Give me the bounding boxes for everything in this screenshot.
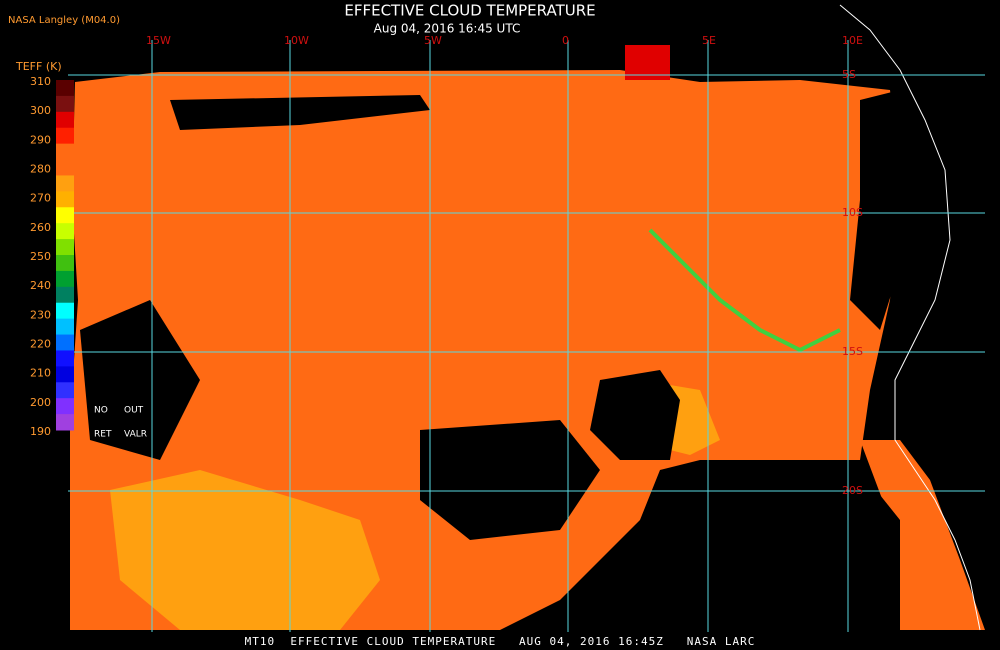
legend-swatch xyxy=(56,255,74,272)
legend-tick-label: 190 xyxy=(30,425,51,438)
legend-swatch xyxy=(56,175,74,192)
clear-sky xyxy=(170,95,430,130)
legend-swatch xyxy=(56,286,74,304)
cloud-map xyxy=(70,4,985,631)
legend-note: RET xyxy=(94,430,112,440)
warm-cloud xyxy=(110,470,380,630)
lon-label: 0 xyxy=(562,34,569,47)
lon-label: 15W xyxy=(146,34,171,47)
legend-tick-label: 280 xyxy=(30,163,51,176)
legend-tick-label: 270 xyxy=(30,192,51,205)
lat-label: 20S xyxy=(842,484,863,497)
legend-swatch xyxy=(56,270,74,288)
coastal-cloud xyxy=(860,440,985,630)
legend-swatch xyxy=(56,366,74,383)
footer: MT10 EFFECTIVE CLOUD TEMPERATURE AUG 04,… xyxy=(245,635,756,648)
legend-swatch xyxy=(56,80,74,97)
lat-label: 15S xyxy=(842,345,863,358)
hot-pixels xyxy=(625,45,670,80)
legend-swatch xyxy=(56,398,74,415)
title: EFFECTIVE CLOUD TEMPERATURE xyxy=(344,2,595,20)
legend-swatch xyxy=(56,350,74,367)
cloud-field xyxy=(70,70,900,630)
coastline xyxy=(839,4,981,631)
lon-label: 5W xyxy=(424,34,442,47)
legend-tick-label: 220 xyxy=(30,338,51,351)
legend-note: VALR xyxy=(124,430,147,440)
legend-swatch xyxy=(56,143,74,161)
source-label: NASA Langley (M04.0) xyxy=(8,15,120,26)
legend-unit: TEFF (K) xyxy=(15,60,62,73)
legend-tick-label: 200 xyxy=(30,396,51,409)
lat-label: 5S xyxy=(842,68,856,81)
lat-label: 10S xyxy=(842,206,863,219)
legend-swatch xyxy=(56,334,74,351)
legend-tick-label: 240 xyxy=(30,279,51,292)
legend-swatch xyxy=(56,414,74,431)
legend-tick-label: 300 xyxy=(30,104,51,117)
legend-tick-label: 260 xyxy=(30,221,51,234)
legend-note: NO xyxy=(94,406,108,416)
clear-sky xyxy=(660,465,900,630)
legend-swatch xyxy=(56,382,74,399)
legend-swatch xyxy=(56,159,74,176)
clear-sky xyxy=(80,300,200,460)
lon-label: 5E xyxy=(702,34,716,47)
subtitle: Aug 04, 2016 16:45 UTC xyxy=(374,22,521,36)
legend-swatch xyxy=(56,95,74,113)
clear-sky xyxy=(590,370,680,460)
legend-swatch xyxy=(56,191,74,208)
lon-label: 10E xyxy=(842,34,863,47)
legend-bar: 310 300 290 280 270 260 250 240 230 220 210 200 190 xyxy=(30,75,74,438)
clear-sky xyxy=(850,90,905,330)
legend-swatch xyxy=(56,111,74,129)
legend-swatch xyxy=(56,239,74,256)
clear-sky xyxy=(420,420,600,540)
legend-tick-label: 310 xyxy=(30,75,51,88)
legend-tick-label: 290 xyxy=(30,133,51,146)
legend-swatch xyxy=(56,127,74,145)
legend-swatch xyxy=(56,302,74,320)
legend-swatch xyxy=(56,318,74,336)
legend-swatch xyxy=(56,223,74,240)
legend-tick-label: 230 xyxy=(30,308,51,321)
legend-note: OUT xyxy=(124,406,144,416)
legend-swatch xyxy=(56,207,74,224)
legend-tick-label: 250 xyxy=(30,250,51,263)
lon-label: 10W xyxy=(284,34,309,47)
graticule: 15W 10W 5W 0 5E 10E 5S 10S 15S 20S xyxy=(68,34,985,632)
legend-tick-label: 210 xyxy=(30,367,51,380)
cold-cloud xyxy=(648,228,841,353)
